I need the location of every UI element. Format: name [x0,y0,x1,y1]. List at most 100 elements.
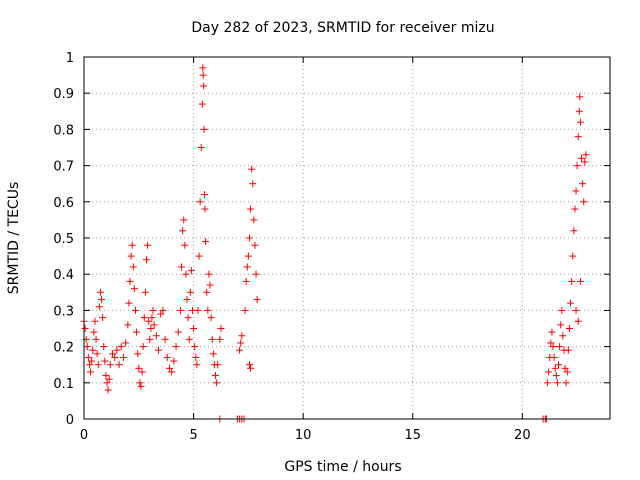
data-point [144,241,152,249]
data-point [194,306,202,314]
data-point [567,299,575,307]
data-point [133,328,141,336]
data-point [90,328,98,336]
data-point [202,238,210,246]
data-point [561,364,569,372]
data-point [170,357,178,365]
data-point [203,288,211,296]
grid [84,57,610,419]
x-tick-label: 10 [295,428,312,443]
data-point [94,361,102,369]
y-tick-label: 0.2 [53,341,74,356]
data-point [117,343,125,351]
data-point [113,346,121,354]
data-point [174,328,182,336]
data-point [204,306,212,314]
data-point [104,386,112,394]
y-tick-label: 0.1 [53,377,74,392]
data-point [91,317,99,325]
data-point [191,343,199,351]
x-tick-label: 0 [80,428,88,443]
data-point [247,364,255,372]
data-point [161,335,169,343]
data-point [209,350,217,358]
data-point [168,368,176,376]
data-point [93,350,101,358]
data-point [115,361,123,369]
data-point [187,267,195,275]
data-point [550,353,558,361]
data-point [565,325,573,332]
plot-frame [83,56,611,420]
data-point [205,270,213,278]
y-tick-label: 1 [66,51,74,66]
data-point [562,379,570,387]
y-tick-label: 0.4 [53,268,74,283]
y-axis-label: SRMTID / TECUs [6,182,22,295]
data-point [576,277,584,285]
data-point [572,187,580,195]
data-point [128,241,136,249]
data-point [556,343,564,351]
data-point [124,321,132,329]
data-point [165,364,173,372]
data-point [87,368,95,376]
data-point [152,332,160,340]
data-point [108,350,116,358]
data-point [574,133,582,141]
data-point [122,339,130,347]
data-point [207,314,215,322]
data-point [136,379,144,387]
data-point [578,154,586,162]
data-point [96,288,104,296]
data-point [178,263,186,271]
x-axis-label: GPS time / hours [284,459,401,475]
data-point [101,357,109,365]
data-point [132,306,140,314]
data-point [85,361,93,369]
data-point [580,198,588,206]
y-tick-labels: 0 0.1 0.2 0.3 0.4 0.5 0.6 0.7 0.8 0.9 1 [53,51,74,428]
data-point [182,270,190,278]
data-point [574,317,582,325]
data-point [242,277,250,285]
data-point [145,317,153,325]
data-point [146,335,154,343]
data-point [548,328,556,336]
data-point [571,205,579,213]
data-point [111,353,119,361]
y-tick-label: 0.5 [53,232,74,247]
data-point [139,343,147,351]
data-point [199,71,207,79]
data-point [176,306,184,314]
data-point [92,335,100,343]
data-point [573,162,581,170]
data-point [89,346,97,354]
data-point [217,325,225,332]
data-point [180,216,188,224]
data-point [105,375,113,383]
data-point [193,361,201,369]
data-point [208,335,216,343]
data-point [200,82,208,90]
data-point [201,191,209,199]
data-point [214,361,222,369]
data-point [190,325,198,332]
data-point [576,93,584,101]
data-point [213,379,221,387]
data-point [130,285,138,293]
data-point [163,353,171,361]
data-point [88,357,96,365]
data-point [552,372,560,380]
x-tick-label: 20 [514,428,531,443]
data-point [138,368,146,376]
data-points [80,64,590,423]
data-point [140,314,148,322]
data-point [245,234,253,242]
data-point [125,299,133,307]
data-point [196,198,204,206]
data-point [237,339,245,347]
data-point [554,361,562,369]
data-point [141,288,149,296]
